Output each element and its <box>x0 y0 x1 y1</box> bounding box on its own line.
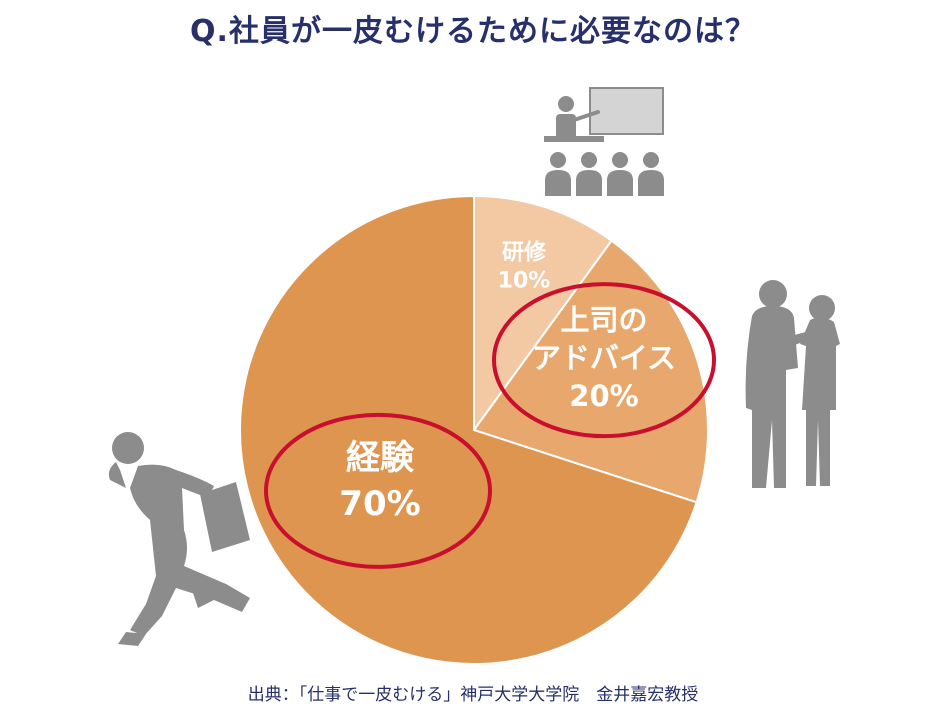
highlight-rings <box>264 282 716 569</box>
conversation-silhouette <box>745 280 840 488</box>
slice-value-label: 70% <box>339 484 420 524</box>
highlight-ring <box>492 282 716 439</box>
pie-slices <box>239 194 709 665</box>
running-businessman-silhouette <box>108 432 250 646</box>
slice-name-label: アドバイス <box>532 341 676 375</box>
lecture-icon <box>544 87 664 196</box>
slice-name-label: 上司の <box>560 303 647 337</box>
slice-name-label: 研修 <box>502 240 547 266</box>
source-note: 出典：「仕事で一皮むける」神戸大学大学院 金井嘉宏教授 <box>247 685 699 705</box>
slice-value-label: 20% <box>569 379 638 413</box>
pie-slice-1 <box>473 194 613 434</box>
audience-icons <box>545 152 664 196</box>
pie-slice-3 <box>239 194 698 665</box>
chart-title: Q.社員が一皮むけるために必要なのは？ <box>190 14 756 49</box>
highlight-ring <box>264 412 492 569</box>
slice-name-label: 経験 <box>346 438 415 478</box>
slice-value-label: 10% <box>498 269 551 294</box>
pie-slice-2 <box>472 239 709 504</box>
